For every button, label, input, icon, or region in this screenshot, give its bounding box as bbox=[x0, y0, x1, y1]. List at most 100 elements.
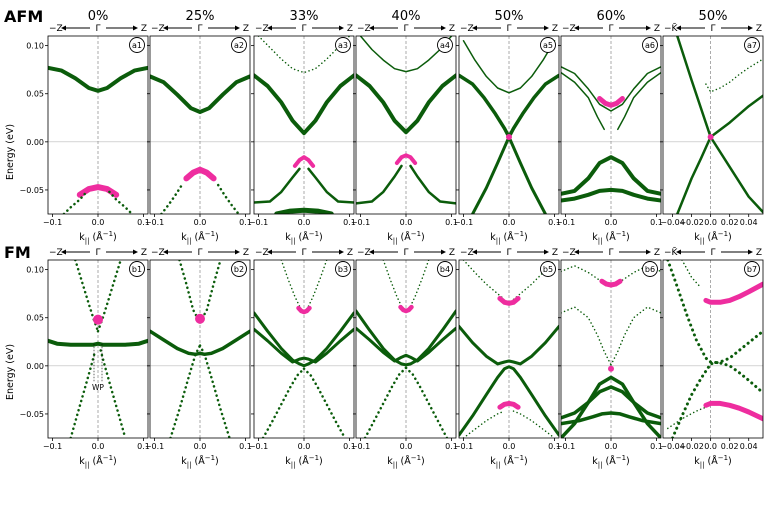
direction-label-gamma: Γ bbox=[403, 248, 408, 258]
band-series bbox=[198, 260, 222, 324]
band-series bbox=[676, 94, 763, 214]
band-series bbox=[183, 166, 217, 182]
band-series bbox=[561, 187, 661, 203]
band-series bbox=[561, 155, 661, 196]
band-series bbox=[599, 278, 623, 288]
column-label: 40% bbox=[392, 9, 421, 24]
x-tick-label: −0.1 bbox=[454, 442, 473, 451]
panel-frame bbox=[662, 35, 764, 215]
direction-label-right: Z bbox=[552, 248, 558, 258]
panel-badge bbox=[335, 261, 351, 277]
x-tick-label: −0.1 bbox=[145, 218, 164, 227]
panel-badge-label: b4 bbox=[440, 265, 450, 274]
x-tick-label: 0.1 bbox=[650, 442, 663, 451]
direction-label-right: Z bbox=[756, 24, 762, 34]
band-series bbox=[198, 344, 231, 438]
direction-label-right: Z bbox=[654, 24, 660, 34]
direction-label-right: Z bbox=[756, 248, 762, 258]
band-series bbox=[597, 96, 625, 108]
x-tick-label: 0.02 bbox=[721, 442, 739, 451]
band-series bbox=[705, 58, 763, 93]
panel-b3: −0.1 0.0 0.1 k|| (Å−1) −Z Γ Zb3 bbox=[249, 248, 356, 469]
direction-label-gamma: Γ bbox=[95, 24, 100, 34]
band-series bbox=[150, 329, 250, 357]
panel-badge-label: a3 bbox=[338, 41, 348, 50]
band-series bbox=[409, 260, 430, 307]
direction-label-gamma: Γ bbox=[506, 24, 511, 34]
band-series bbox=[254, 73, 354, 136]
x-tick-label: −0.1 bbox=[351, 442, 370, 451]
band-series bbox=[254, 311, 354, 368]
arrow-left-head bbox=[61, 25, 66, 31]
panel-badge-label: a6 bbox=[645, 41, 655, 50]
x-tick-label: 0.0 bbox=[400, 218, 413, 227]
x-tick-label: 0.0 bbox=[605, 218, 618, 227]
row-label-afm: AFM bbox=[4, 7, 43, 26]
band-series bbox=[307, 260, 328, 307]
direction-label-right: Z bbox=[141, 248, 147, 258]
direction-label-left: −Z bbox=[255, 24, 269, 34]
x-tick-label: 0.0 bbox=[298, 442, 311, 451]
x-axis-label: k|| (Å−1) bbox=[694, 454, 732, 469]
band-series bbox=[356, 164, 403, 205]
arrow-left-head bbox=[676, 25, 681, 31]
x-tick-label: 0.1 bbox=[137, 442, 150, 451]
direction-label-right: Z bbox=[243, 24, 249, 34]
panel-b1: −0.05 0.00 0.05 0.10 −0.1 0.0 0.1 k|| (Å−1) −Z Γ Z… bbox=[19, 248, 149, 469]
direction-label-left: −Z bbox=[49, 24, 63, 34]
x-tick-label: −0.02 bbox=[679, 442, 704, 451]
column-label: 25% bbox=[186, 9, 215, 24]
direction-label-gamma: Γ bbox=[197, 24, 202, 34]
x-tick-label: 0.02 bbox=[721, 218, 739, 227]
x-tick-label: 0.1 bbox=[548, 442, 561, 451]
y-tick-label: 0.05 bbox=[26, 314, 44, 323]
arrow-right-head bbox=[133, 249, 138, 255]
band-series bbox=[398, 304, 414, 314]
direction-label-left: −K̄ bbox=[664, 22, 679, 34]
band-point bbox=[506, 134, 512, 141]
column-label: 33% bbox=[290, 9, 319, 24]
band-series bbox=[409, 164, 456, 205]
x-tick-label: 0.0 bbox=[298, 218, 311, 227]
band-series bbox=[667, 406, 707, 430]
arrow-right-head bbox=[339, 25, 344, 31]
x-tick-label: 0.04 bbox=[740, 442, 758, 451]
x-tick-label: 0.0 bbox=[704, 442, 717, 451]
band-series bbox=[254, 167, 301, 204]
arrow-right-head bbox=[544, 25, 549, 31]
arrow-right-head bbox=[441, 249, 446, 255]
direction-label-right: Z bbox=[449, 24, 455, 34]
band-series bbox=[48, 338, 148, 347]
direction-label-right: Z bbox=[347, 24, 353, 34]
x-tick-label: 0.1 bbox=[343, 218, 356, 227]
x-tick-label: −0.04 bbox=[660, 442, 685, 451]
band-point bbox=[93, 314, 103, 325]
band-series bbox=[280, 260, 301, 307]
band-series bbox=[681, 260, 702, 289]
panel-a5: −0.1 0.0 0.1 k|| (Å−1) −Z Γ Za5 bbox=[454, 24, 561, 245]
y-tick-label: 0.00 bbox=[26, 138, 44, 147]
arrow-right-head bbox=[646, 249, 651, 255]
panel-badge bbox=[231, 261, 247, 277]
band-series bbox=[292, 155, 316, 168]
band-series bbox=[703, 281, 763, 305]
x-tick-label: 0.1 bbox=[137, 218, 150, 227]
x-tick-label: −0.1 bbox=[145, 442, 164, 451]
x-tick-label: 0.0 bbox=[503, 442, 516, 451]
band-point bbox=[608, 365, 614, 372]
panel-badge-label: b5 bbox=[543, 265, 553, 274]
x-tick-label: 0.1 bbox=[445, 442, 458, 451]
wp-label: WP bbox=[92, 383, 104, 392]
x-axis-label: k|| (Å−1) bbox=[387, 230, 425, 245]
x-tick-label: −0.1 bbox=[43, 218, 62, 227]
x-axis-label: k|| (Å−1) bbox=[181, 454, 219, 469]
band-series bbox=[108, 190, 134, 214]
arrow-left-head bbox=[163, 25, 168, 31]
panel-badge bbox=[642, 37, 658, 53]
x-tick-label: 0.0 bbox=[503, 218, 516, 227]
arrow-right-head bbox=[441, 25, 446, 31]
direction-label-left: −Z bbox=[460, 24, 474, 34]
arrow-right-head bbox=[339, 249, 344, 255]
direction-label-left: −Z bbox=[357, 248, 371, 258]
x-tick-label: 0.0 bbox=[194, 442, 207, 451]
